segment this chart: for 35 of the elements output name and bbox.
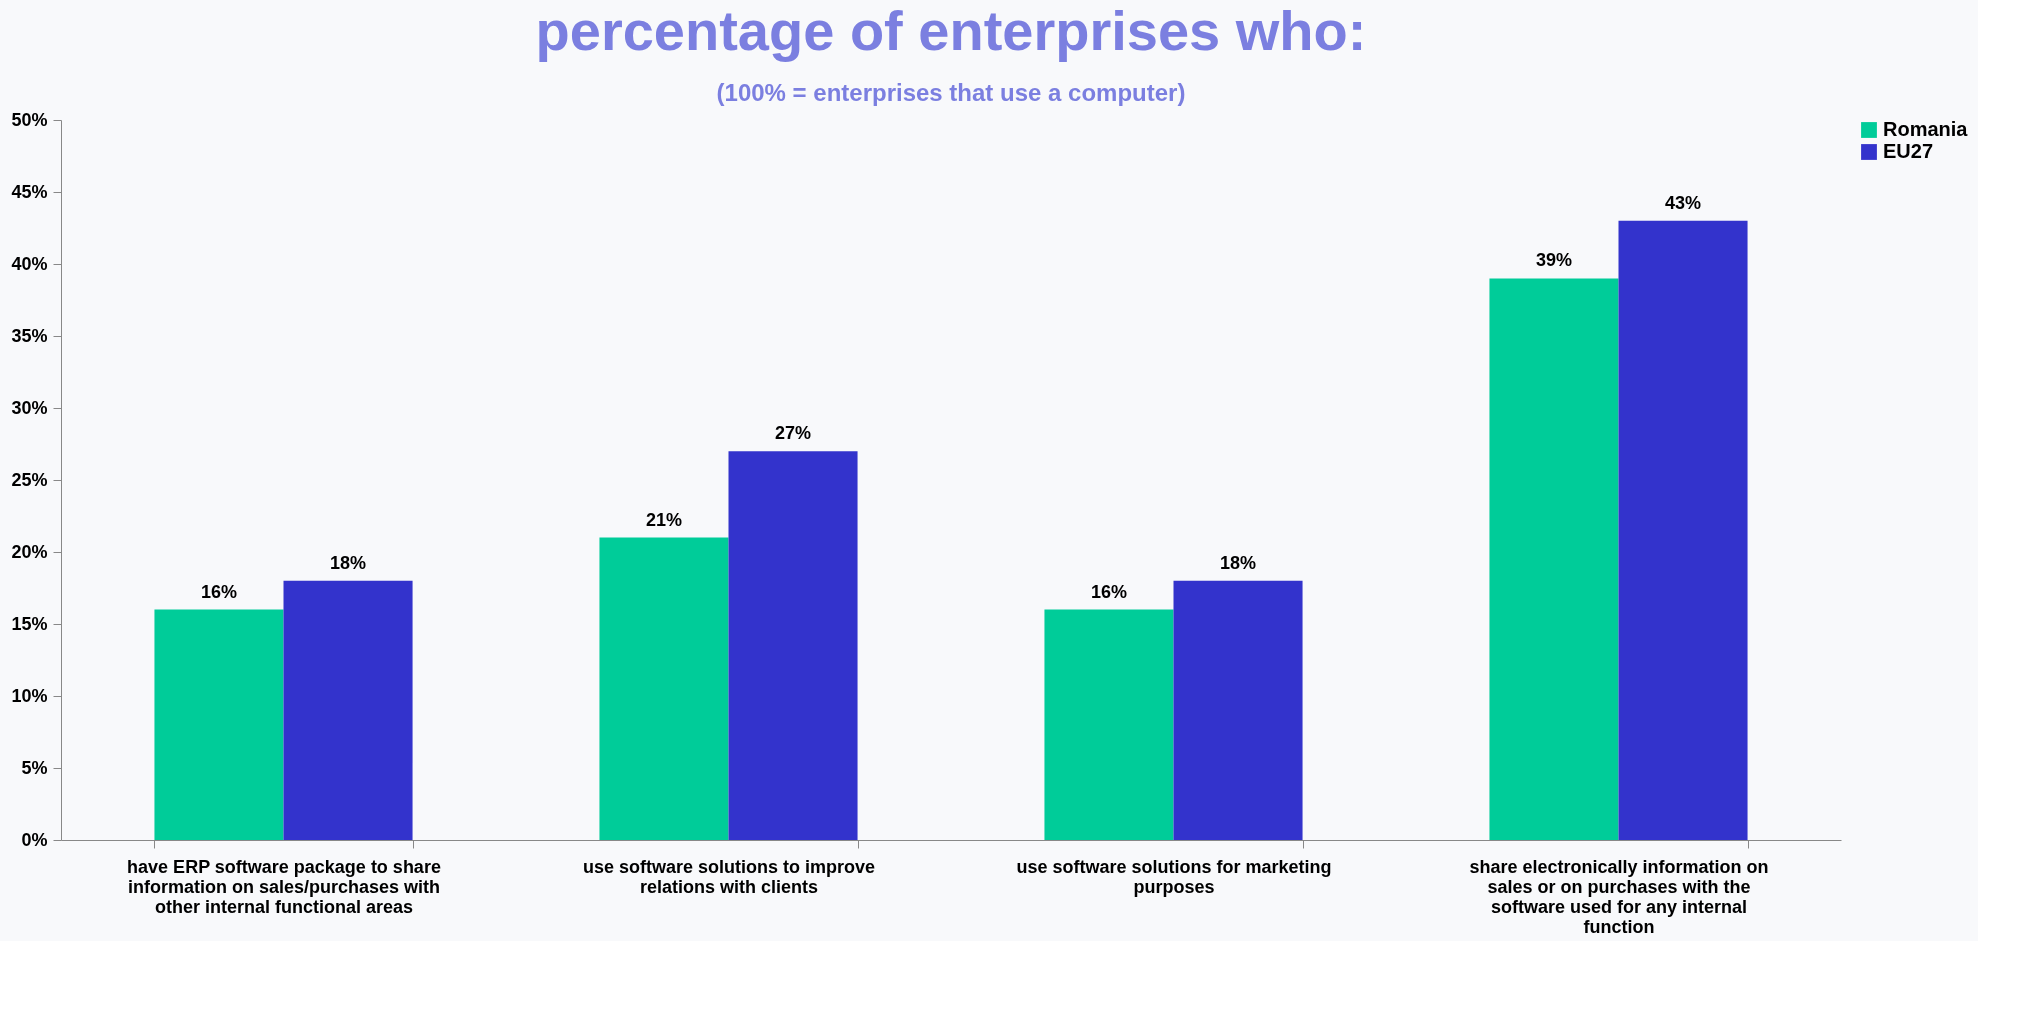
bar: [1489, 278, 1619, 840]
data-label: 16%: [200, 581, 237, 602]
y-tick-label: 40%: [11, 253, 48, 274]
y-tick-label: 45%: [11, 181, 48, 202]
bar: [1618, 220, 1748, 840]
legend-label: Romania: [1883, 118, 1969, 140]
data-label: 16%: [1090, 581, 1127, 602]
y-tick-label: 0%: [21, 829, 48, 850]
bar: [1173, 580, 1303, 840]
data-label: 43%: [1665, 192, 1702, 213]
data-label: 39%: [1535, 250, 1572, 271]
legend-label: EU27: [1883, 140, 1934, 162]
chart-subtitle: (100% = enterprises that use a computer): [716, 79, 1186, 106]
y-tick-label: 10%: [11, 685, 48, 706]
x-tick-label: use software solutions to improve relations with clients: [582, 856, 876, 897]
data-label: 18%: [330, 552, 367, 573]
y-tick-label: 15%: [11, 613, 48, 634]
x-tick-label: use software solutions for marketing purposes: [1016, 856, 1332, 897]
y-tick-label: 30%: [11, 397, 48, 418]
y-tick-label: 5%: [21, 757, 48, 778]
bar: [283, 580, 413, 840]
chart-title: percentage of enterprises who:: [535, 0, 1367, 62]
x-tick-label: have ERP software package to share information on sales/purchases with other internal functional areas: [127, 856, 441, 917]
y-tick-label: 35%: [11, 325, 48, 346]
data-label: 21%: [645, 509, 682, 530]
data-label: 27%: [775, 423, 812, 444]
x-tick-label: share electronically information on sales or on purchases with the software used for any internal function: [1469, 856, 1769, 937]
bar: [1044, 609, 1174, 840]
y-tick-label: 20%: [11, 541, 48, 562]
data-label: 18%: [1220, 552, 1257, 573]
y-tick-label: 50%: [11, 109, 48, 130]
bar: [154, 609, 284, 840]
y-tick-label: 25%: [11, 469, 48, 490]
bar: [599, 537, 729, 840]
bar: [728, 451, 858, 840]
